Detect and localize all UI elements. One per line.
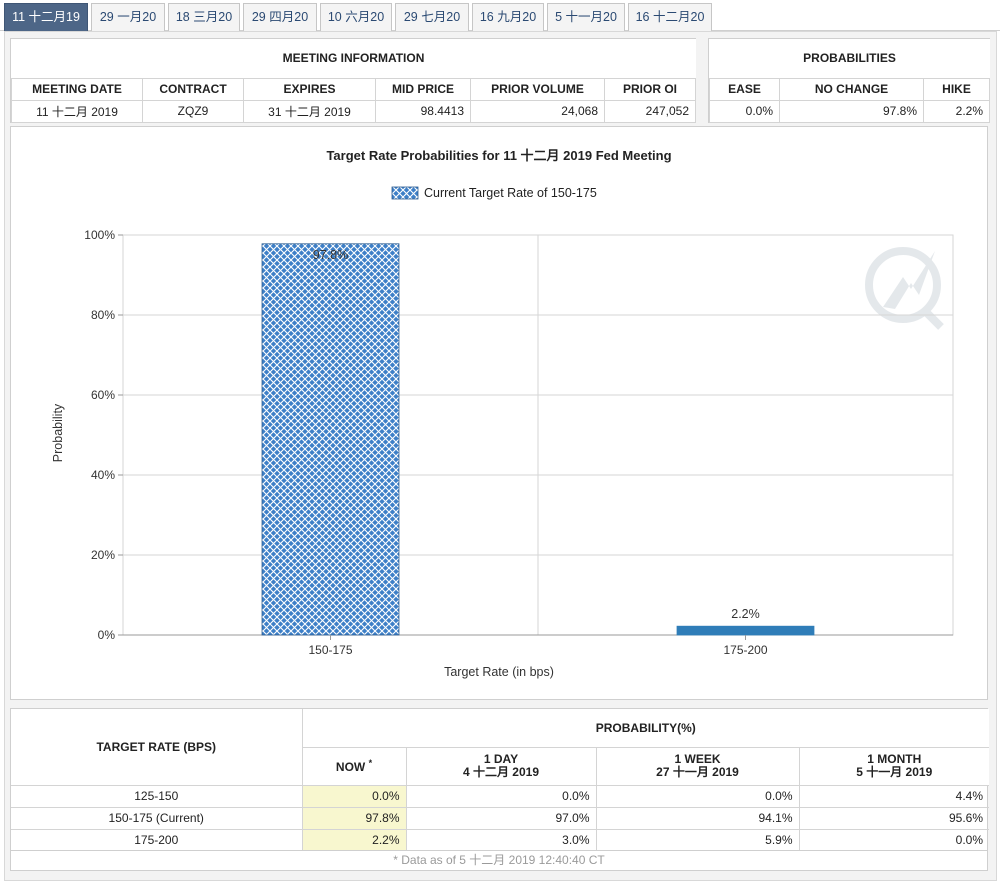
tab-meeting-3[interactable]: 18 三月20 <box>168 3 240 31</box>
tab-meeting-9[interactable]: 16 十二月20 <box>628 3 712 31</box>
probabilities-title: PROBABILITIES <box>709 39 990 79</box>
tab-meeting-8[interactable]: 5 十一月20 <box>547 3 625 31</box>
one-month-header: 1 MONTH 5 十一月 2019 <box>798 746 989 786</box>
mid-price-value: 98.4413 <box>375 99 471 123</box>
x-axis-label: Target Rate (in bps) <box>444 665 554 679</box>
one-day-cell: 97.0% <box>405 806 597 830</box>
mid-price-header: MID PRICE <box>375 77 471 101</box>
rate-cell: 150-175 (Current) <box>11 806 303 830</box>
now-cell: 2.2% <box>301 828 407 850</box>
one-month-cell: 95.6% <box>798 806 989 830</box>
legend-swatch <box>391 186 419 200</box>
y-axis-label: Probability <box>51 403 65 462</box>
target-rate-header: TARGET RATE (BPS) <box>11 709 303 786</box>
meeting-information-panel: MEETING INFORMATION MEETING DATE CONTRAC… <box>10 38 697 123</box>
one-week-cell: 5.9% <box>595 828 800 850</box>
one-week-header: 1 WEEK 27 十一月 2019 <box>595 746 800 786</box>
tab-meeting-4[interactable]: 29 四月20 <box>243 3 317 31</box>
y-tick-label: 100% <box>84 228 115 242</box>
bar-175-200 <box>676 625 815 636</box>
one-month-cell: 4.4% <box>798 784 989 808</box>
prior-oi-value: 247,052 <box>603 99 697 123</box>
x-tick-label: 150-175 <box>308 643 352 657</box>
target-rate-chart: Target Rate Probabilities for 11 十二月 201… <box>51 148 954 679</box>
bar-150-175 <box>261 243 400 636</box>
chart-panel: Target Rate Probabilities for 11 十二月 201… <box>10 126 988 700</box>
x-tick-label: 175-200 <box>723 643 767 657</box>
data-label: 2.2% <box>731 607 760 621</box>
one-week-cell: 0.0% <box>595 784 800 808</box>
now-cell: 0.0% <box>301 784 407 808</box>
prior-volume-header: PRIOR VOLUME <box>470 77 605 101</box>
data-timestamp-footnote: * Data as of 5 十二月 2019 12:40:40 CT <box>10 851 988 871</box>
tab-meeting-6[interactable]: 29 七月20 <box>395 3 469 31</box>
hike-value: 2.2% <box>923 99 990 123</box>
meeting-tabs: 11 十二月19 29 一月20 18 三月20 29 四月20 10 六月20… <box>0 0 1000 31</box>
one-day-cell: 0.0% <box>405 784 597 808</box>
meeting-date-value: 11 十二月 2019 <box>11 99 143 123</box>
chart-title: Target Rate Probabilities for 11 十二月 201… <box>326 148 671 163</box>
ease-header: EASE <box>709 77 780 101</box>
table-row: 150-175 (Current) 97.8% 97.0% 94.1% 95.6… <box>11 806 989 830</box>
y-tick-label: 40% <box>91 468 115 482</box>
hike-header: HIKE <box>923 77 990 101</box>
tab-meeting-2[interactable]: 29 一月20 <box>91 3 165 31</box>
one-day-cell: 3.0% <box>405 828 597 850</box>
now-header: NOW * <box>301 746 407 786</box>
table-row: 125-150 0.0% 0.0% 0.0% 4.4% <box>11 784 989 808</box>
contract-header: CONTRACT <box>142 77 244 101</box>
no-change-header: NO CHANGE <box>779 77 924 101</box>
data-label: 97.8% <box>313 248 348 262</box>
tab-meeting-5[interactable]: 10 六月20 <box>320 3 392 31</box>
expires-header: EXPIRES <box>243 77 376 101</box>
legend-label[interactable]: Current Target Rate of 150-175 <box>424 186 597 200</box>
one-week-cell: 94.1% <box>595 806 800 830</box>
probability-history-panel: TARGET RATE (BPS) PROBABILITY(%) NOW * 1… <box>10 708 989 851</box>
y-tick-label: 0% <box>98 628 116 642</box>
rate-cell: 125-150 <box>11 784 303 808</box>
table-row: 175-200 2.2% 3.0% 5.9% 0.0% <box>11 828 989 850</box>
prior-oi-header: PRIOR OI <box>603 77 697 101</box>
probabilities-panel: PROBABILITIES EASE NO CHANGE HIKE 0.0% 9… <box>708 38 990 123</box>
one-month-cell: 0.0% <box>798 828 989 850</box>
one-day-header: 1 DAY 4 十二月 2019 <box>405 746 597 786</box>
ease-value: 0.0% <box>709 99 780 123</box>
no-change-value: 97.8% <box>779 99 924 123</box>
y-tick-label: 80% <box>91 308 115 322</box>
prior-volume-value: 24,068 <box>470 99 605 123</box>
meeting-date-header: MEETING DATE <box>11 77 143 101</box>
meeting-information-title: MEETING INFORMATION <box>11 39 696 79</box>
probability-header: PROBABILITY(%) <box>301 709 989 748</box>
y-tick-label: 20% <box>91 548 115 562</box>
rate-cell: 175-200 <box>11 828 303 850</box>
now-cell: 97.8% <box>301 806 407 830</box>
expires-value: 31 十二月 2019 <box>243 99 376 123</box>
tab-meeting-7[interactable]: 16 九月20 <box>472 3 544 31</box>
y-tick-label: 60% <box>91 388 115 402</box>
contract-value: ZQZ9 <box>142 99 244 123</box>
plot-area: 0% 20% 40% 60% 80% 100% 97.8% 150-175 2.2% 175-20… <box>84 228 954 657</box>
cme-watermark-icon <box>865 247 944 330</box>
tab-meeting-1[interactable]: 11 十二月19 <box>4 3 88 31</box>
